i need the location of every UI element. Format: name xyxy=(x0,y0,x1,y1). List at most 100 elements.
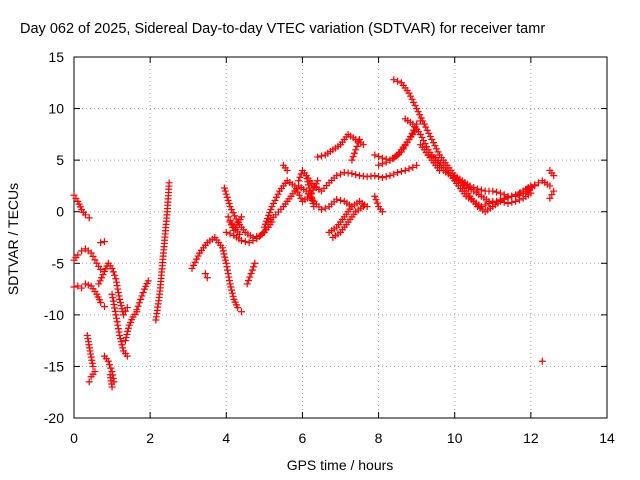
data-point xyxy=(295,177,303,185)
data-point xyxy=(236,230,244,238)
data-point xyxy=(305,184,313,192)
data-point xyxy=(134,302,142,310)
data-point xyxy=(115,292,123,300)
data-point xyxy=(113,314,121,322)
data-point xyxy=(481,201,489,209)
data-point xyxy=(405,136,413,144)
data-point xyxy=(87,353,95,361)
data-point xyxy=(222,228,230,236)
data-point xyxy=(352,171,360,179)
data-point xyxy=(112,275,120,283)
data-point xyxy=(225,273,233,281)
data-point xyxy=(504,199,512,207)
series-s13 xyxy=(201,270,211,282)
data-point xyxy=(86,347,94,355)
data-point xyxy=(426,132,434,140)
data-point xyxy=(144,277,152,285)
x-axis-label: GPS time / hours xyxy=(287,457,394,473)
series-s10 xyxy=(133,277,152,314)
data-point xyxy=(133,306,141,314)
data-point xyxy=(508,198,516,206)
data-point xyxy=(485,199,493,207)
series-s23 xyxy=(302,161,421,195)
data-point xyxy=(413,161,421,169)
data-point xyxy=(108,290,116,298)
data-point xyxy=(425,129,433,137)
axis-ticks: 0 2 4 6 8 10 12 14 -20 -15 -10 -5 0 5 10 15 xyxy=(44,49,615,446)
data-point xyxy=(283,166,291,174)
data-point xyxy=(375,161,383,169)
data-point xyxy=(227,283,235,291)
data-point xyxy=(114,285,122,293)
y-tick-label: -5 xyxy=(52,255,65,271)
data-point xyxy=(88,356,96,364)
data-point xyxy=(496,189,504,197)
data-point xyxy=(317,206,325,214)
data-point xyxy=(226,280,234,288)
data-point xyxy=(349,153,357,161)
data-point xyxy=(229,209,237,217)
data-point xyxy=(203,274,211,282)
data-point xyxy=(407,132,415,140)
data-point xyxy=(87,373,95,381)
data-point xyxy=(116,335,124,343)
data-point xyxy=(422,123,430,131)
data-point xyxy=(297,170,305,178)
x-tick-label: 4 xyxy=(222,430,230,446)
series-s3 xyxy=(70,245,105,273)
data-point xyxy=(98,274,106,282)
data-point xyxy=(546,182,554,190)
data-point xyxy=(500,198,508,206)
data-point xyxy=(378,160,386,168)
data-point xyxy=(407,92,415,100)
data-point xyxy=(118,341,126,349)
data-point xyxy=(123,330,131,338)
data-point xyxy=(512,197,520,205)
data-point xyxy=(419,117,427,125)
series-s5 xyxy=(95,259,131,319)
y-tick-label: 0 xyxy=(56,204,64,220)
data-point xyxy=(116,295,124,303)
data-point xyxy=(394,169,402,177)
data-point xyxy=(124,327,132,335)
data-point xyxy=(297,194,305,202)
data-point xyxy=(386,172,394,180)
y-tick-label: 10 xyxy=(48,101,64,117)
data-point xyxy=(356,136,364,144)
data-point xyxy=(74,251,82,259)
data-point xyxy=(121,337,129,345)
y-tick-label: 15 xyxy=(48,49,64,65)
data-point xyxy=(114,325,122,333)
data-point xyxy=(191,258,199,266)
data-point xyxy=(123,304,131,312)
data-point xyxy=(314,153,322,161)
data-point xyxy=(428,153,436,161)
data-point xyxy=(111,304,119,312)
data-point xyxy=(139,289,147,297)
series-s2 xyxy=(70,280,108,311)
data-point xyxy=(309,199,317,207)
data-point xyxy=(305,181,313,189)
data-point xyxy=(119,311,127,319)
x-tick-label: 14 xyxy=(599,430,615,446)
data-point xyxy=(273,193,281,201)
data-point xyxy=(123,352,131,360)
data-point xyxy=(504,193,512,201)
data-point xyxy=(378,174,386,182)
data-point xyxy=(419,137,427,145)
chart-title: Day 062 of 2025, Sidereal Day-to-day VTE… xyxy=(20,21,545,37)
data-point xyxy=(194,252,202,260)
data-point xyxy=(106,371,114,379)
data-point xyxy=(238,213,246,221)
data-point xyxy=(245,239,253,247)
data-point xyxy=(238,237,246,245)
data-point xyxy=(247,270,255,278)
data-point xyxy=(474,185,482,193)
data-point xyxy=(220,184,228,192)
data-point xyxy=(263,217,271,225)
data-point xyxy=(550,187,558,195)
data-point xyxy=(114,321,122,329)
data-point xyxy=(113,318,121,326)
data-point xyxy=(225,276,233,284)
